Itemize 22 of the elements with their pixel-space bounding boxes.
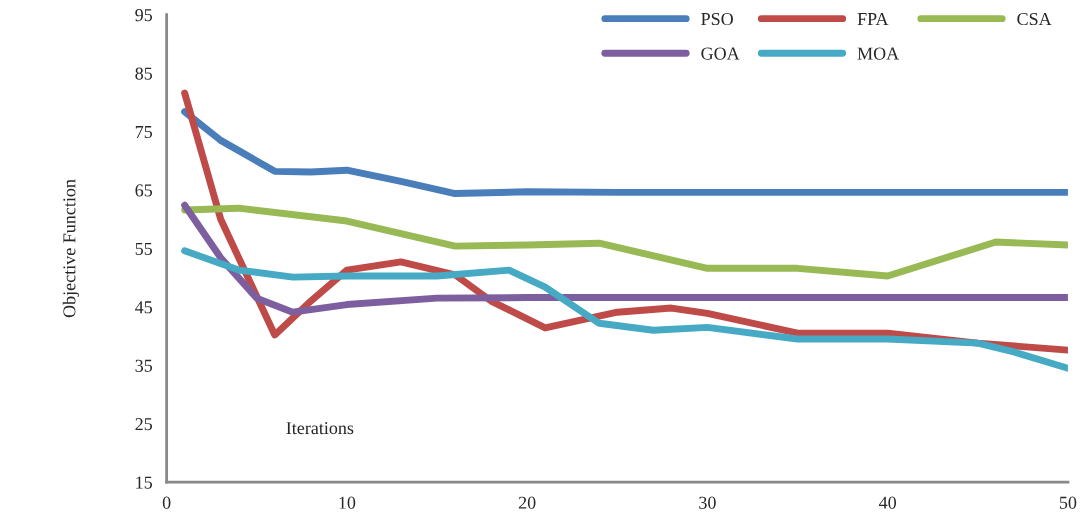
x-tick-label: 20 — [518, 496, 536, 509]
x-tick-label: 40 — [879, 496, 897, 509]
legend-label: GOA — [701, 47, 740, 60]
x-axis-title: Iterations — [286, 422, 354, 435]
y-tick-label: 15 — [136, 476, 153, 489]
y-tick-label: 65 — [135, 184, 153, 197]
y-tick-label: 85 — [135, 67, 153, 80]
y-tick-label: 55 — [135, 242, 153, 255]
x-tick-label: 0 — [162, 496, 171, 509]
legend-label: PSO — [701, 12, 733, 26]
legend-label: MOA — [857, 47, 900, 60]
x-tick-label: 30 — [699, 496, 716, 509]
x-tick-label: 10 — [339, 496, 356, 509]
legend-label: CSA — [1017, 12, 1052, 26]
y-tick-label: 35 — [135, 359, 153, 372]
y-tick-label: 45 — [135, 301, 153, 314]
y-axis-title: Objective Function — [62, 179, 80, 318]
y-tick-label: 75 — [135, 126, 153, 139]
x-tick-label: 50 — [1059, 496, 1077, 509]
y-tick-label: 25 — [135, 418, 153, 431]
legend-label: FPA — [857, 13, 889, 25]
y-tick-label: 95 — [135, 9, 153, 22]
